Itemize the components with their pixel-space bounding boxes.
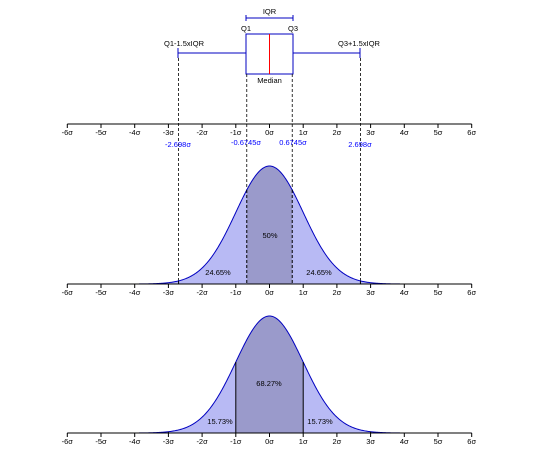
marker-label-neg-2698: -2.698σ <box>165 140 191 149</box>
axis-tick-label: -3σ <box>163 288 175 297</box>
axis-tick-label: 2σ <box>332 288 341 297</box>
q3-label: Q3 <box>288 24 298 33</box>
axis-tick-label: 4σ <box>400 288 409 297</box>
axis-tick-label: 2σ <box>332 437 341 446</box>
axis-tick-label: -5σ <box>95 437 107 446</box>
quartile-left-percent: 24.65% <box>205 268 231 277</box>
sigma-right-percent: 15.73% <box>307 417 333 426</box>
axis-tick-label: 4σ <box>400 437 409 446</box>
quartile-right-percent: 24.65% <box>306 268 332 277</box>
axis-tick-label: 5σ <box>434 288 443 297</box>
axis-tick-label: 5σ <box>434 128 443 137</box>
axis-quartile-panel: -6σ -5σ -4σ -3σ -2σ -1σ 0σ 1σ 2σ 3σ 4σ 5σ 6σ <box>62 283 476 297</box>
axis-tick-label: -2σ <box>196 437 208 446</box>
axis-tick-label: -6σ <box>62 128 74 137</box>
axis-boxplot: -6σ -5σ -4σ -3σ -2σ -1σ 0σ 1σ 2σ 3σ 4σ 5σ 6σ <box>62 123 476 137</box>
quartile-center-region <box>246 166 293 284</box>
axis-tick-label: -4σ <box>129 437 141 446</box>
axis-tick-label: -1σ <box>230 288 242 297</box>
axis-tick-label: -3σ <box>163 437 175 446</box>
sigma-left-percent: 15.73% <box>207 417 233 426</box>
axis-tick-label: 0σ <box>265 128 274 137</box>
median-label: Median <box>257 76 282 85</box>
axis-tick-label: 6σ <box>467 437 476 446</box>
quartile-center-percent: 50% <box>262 231 277 240</box>
boxplot-marker-labels: -2.698σ -0.6745σ 0.6745σ 2.698σ <box>165 138 372 149</box>
axis-tick-label: 3σ <box>366 437 375 446</box>
lower-whisker-label: Q1-1.5xIQR <box>164 39 205 48</box>
axis-tick-label: 3σ <box>366 288 375 297</box>
axis-tick-label: -2σ <box>196 128 208 137</box>
marker-label-pos-2698: 2.698σ <box>348 140 372 149</box>
axis-tick-label: 5σ <box>434 437 443 446</box>
axis-tick-label: -3σ <box>163 128 175 137</box>
marker-label-neg-06745: -0.6745σ <box>231 138 261 147</box>
axis-tick-label: 1σ <box>299 128 308 137</box>
axis-sigma-panel: -6σ -5σ -4σ -3σ -2σ -1σ 0σ 1σ 2σ 3σ 4σ 5σ 6σ <box>62 432 476 446</box>
iqr-label: IQR <box>263 7 277 16</box>
axis-tick-label: 6σ <box>467 128 476 137</box>
axis-tick-label: -4σ <box>129 288 141 297</box>
axis-tick-label: 4σ <box>400 128 409 137</box>
axis-tick-label: 3σ <box>366 128 375 137</box>
axis-tick-label: -4σ <box>129 128 141 137</box>
axis-tick-label: -1σ <box>230 128 242 137</box>
q1-label: Q1 <box>241 24 251 33</box>
sigma-distribution-panel: 68.27% 15.73% 15.73% <box>67 315 472 434</box>
axis-tick-label: -1σ <box>230 437 242 446</box>
axis-tick-label: -6σ <box>62 288 74 297</box>
axis-tick-label: 6σ <box>467 288 476 297</box>
upper-whisker-label: Q3+1.5xIQR <box>338 39 380 48</box>
axis-tick-label: -5σ <box>95 288 107 297</box>
axis-tick-label: 0σ <box>265 437 274 446</box>
sigma-center-percent: 68.27% <box>256 379 282 388</box>
axis-tick-label: -2σ <box>196 288 208 297</box>
axis-tick-label: 1σ <box>299 437 308 446</box>
axis-tick-label: -5σ <box>95 128 107 137</box>
axis-tick-label: 1σ <box>299 288 308 297</box>
quartile-distribution-panel: 50% 24.65% 24.65% <box>67 165 472 285</box>
axis-tick-label: 2σ <box>332 128 341 137</box>
marker-label-pos-06745: 0.6745σ <box>279 138 307 147</box>
box-plot: IQR Q1 Q3 Q1-1.5xIQR Q3+1.5xIQR Median <box>164 7 381 85</box>
axis-tick-label: 0σ <box>265 288 274 297</box>
sigma-center-region <box>235 316 304 433</box>
axis-tick-label: -6σ <box>62 437 74 446</box>
